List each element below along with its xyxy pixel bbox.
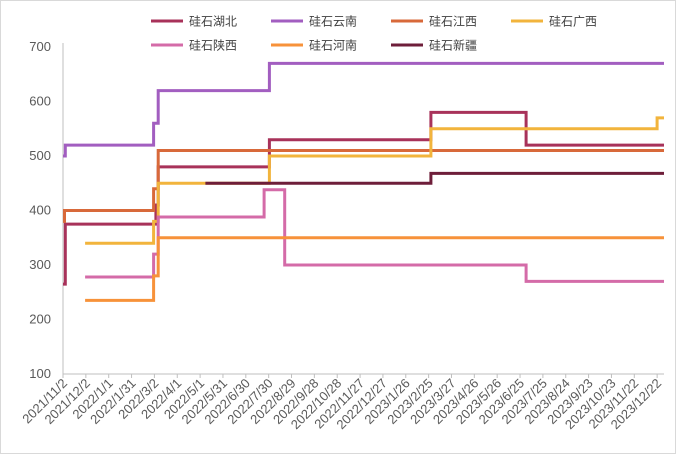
series-line	[63, 61, 664, 158]
legend-label: 硅石江西	[429, 15, 477, 29]
y-tick-label: 100	[29, 366, 51, 381]
y-tick-label: 400	[29, 203, 51, 218]
y-tick-label: 300	[29, 257, 51, 272]
legend-label: 硅石云南	[309, 14, 357, 29]
legend-label: 硅石湖北	[189, 14, 237, 29]
series-line	[205, 171, 664, 185]
series-line	[63, 149, 664, 223]
y-tick-label: 200	[29, 312, 51, 327]
series-line	[63, 110, 664, 286]
series-line	[85, 188, 664, 283]
x-axis: 2021/11/22021/12/22022/1/12022/1/312022/…	[19, 373, 664, 432]
legend-label: 硅石河南	[309, 38, 357, 53]
y-axis: 100 200 300 400 500 600 700	[29, 39, 64, 381]
y-tick-label: 700	[29, 39, 51, 54]
series-line	[85, 236, 664, 302]
y-tick-label: 600	[29, 94, 51, 109]
y-tick-label: 500	[29, 148, 51, 163]
plot-area	[63, 61, 664, 302]
legend-label: 硅石陕西	[189, 38, 237, 53]
legend-label: 硅石广西	[549, 15, 597, 29]
series-line	[85, 116, 664, 245]
legend-label: 硅石新疆	[429, 38, 477, 53]
